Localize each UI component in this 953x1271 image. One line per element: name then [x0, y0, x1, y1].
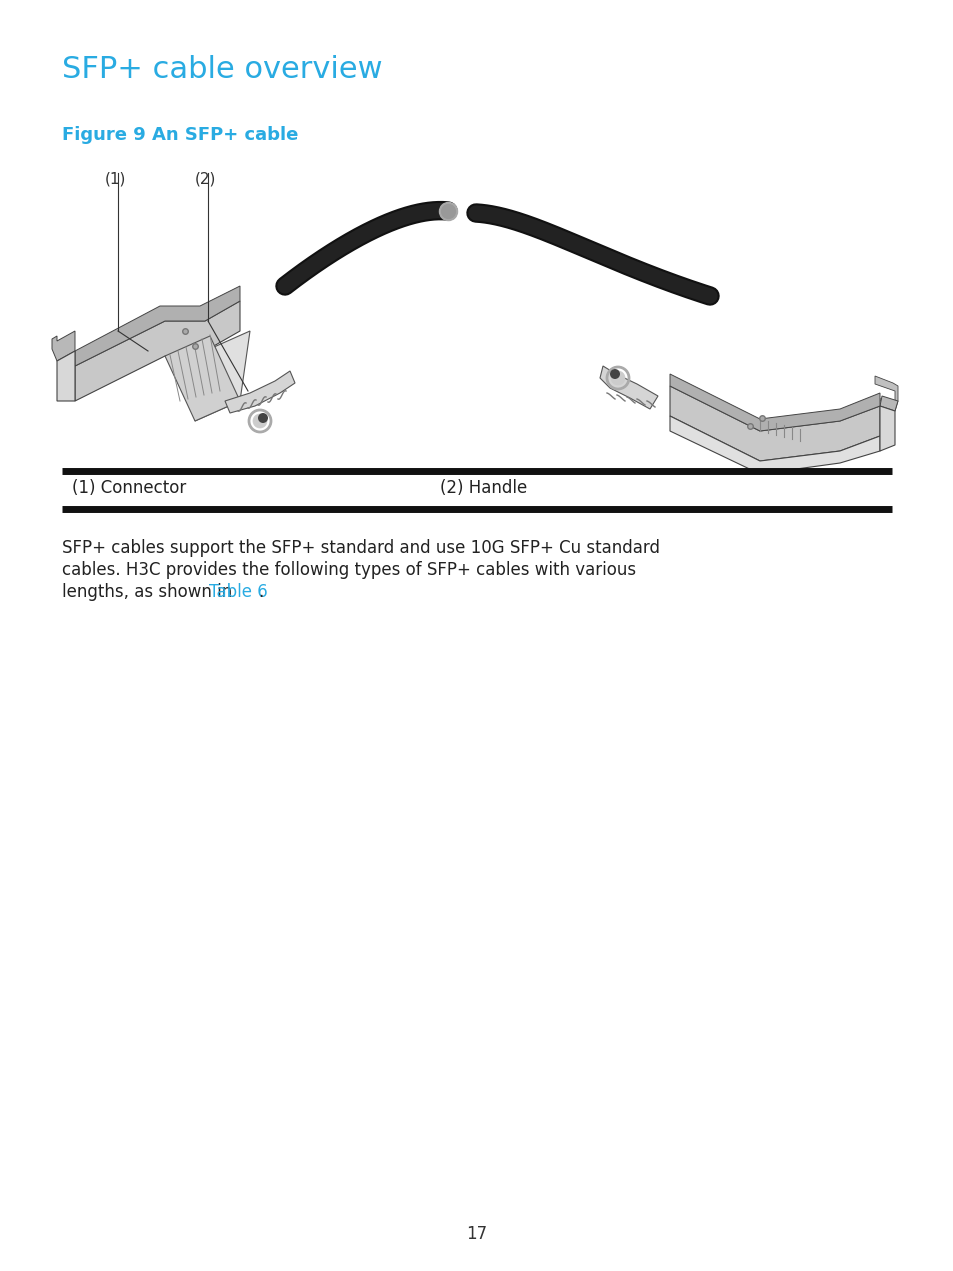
Text: .: .	[257, 583, 263, 601]
Text: SFP+ cables support the SFP+ standard and use 10G SFP+ Cu standard: SFP+ cables support the SFP+ standard an…	[62, 539, 659, 557]
Text: (2): (2)	[194, 172, 216, 186]
Circle shape	[609, 369, 619, 379]
Polygon shape	[879, 397, 897, 411]
Text: (1): (1)	[105, 172, 126, 186]
Polygon shape	[669, 416, 879, 474]
Text: (1) Connector: (1) Connector	[71, 479, 186, 497]
Text: Table 6: Table 6	[209, 583, 268, 601]
Text: SFP+ cable overview: SFP+ cable overview	[62, 55, 382, 84]
Text: lengths, as shown in: lengths, as shown in	[62, 583, 237, 601]
Polygon shape	[194, 330, 250, 421]
Text: (2) Handle: (2) Handle	[439, 479, 527, 497]
Circle shape	[610, 371, 624, 385]
Text: lengths, as shown in Table 6.: lengths, as shown in Table 6.	[62, 583, 301, 601]
Text: cables. H3C provides the following types of SFP+ cables with various: cables. H3C provides the following types…	[62, 561, 636, 580]
Polygon shape	[75, 301, 240, 400]
Polygon shape	[52, 330, 75, 361]
Polygon shape	[225, 371, 294, 413]
Polygon shape	[57, 351, 75, 400]
Polygon shape	[669, 386, 879, 461]
Circle shape	[257, 413, 268, 423]
Polygon shape	[879, 405, 894, 451]
Polygon shape	[599, 366, 658, 409]
Polygon shape	[874, 376, 897, 411]
Polygon shape	[669, 374, 879, 431]
Polygon shape	[165, 336, 240, 421]
Text: Figure 9 An SFP+ cable: Figure 9 An SFP+ cable	[62, 126, 298, 144]
Circle shape	[253, 414, 267, 428]
Polygon shape	[75, 286, 240, 366]
Text: 17: 17	[466, 1225, 487, 1243]
